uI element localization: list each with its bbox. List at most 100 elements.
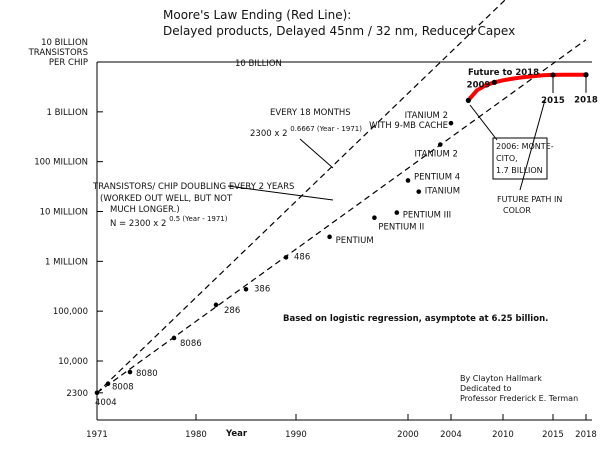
red-curve-label-2018: 2018 [574,96,598,106]
point-label-386: 386 [254,284,270,294]
x-tick-label-2010: 2010 [492,430,514,440]
credit-line-3: Professor Frederick E. Terman [460,394,578,403]
future-path-leader [519,99,546,191]
logistic-note: Based on logistic regression, asymptote … [283,314,548,324]
credit-line-2: Dedicated to [460,384,512,393]
y-tick-label-10000000000: 10 BILLION TRANSISTORS PER CHIP [28,38,88,68]
x-axis-title: Year [225,429,248,439]
y-tick-label-100000000: 100 MILLION [34,158,88,168]
doubling-label-line-2: (WORKED OUT WELL, BUT NOT [100,194,233,204]
point-label-286: 286 [224,306,240,316]
red-curve-marker-2006 [465,97,471,103]
point-label-pentium-4: PENTIUM 4 [414,172,460,182]
point-label-pentium-iii: PENTIUM III [403,211,451,221]
point-pentium-4 [405,178,411,183]
point-label-itanium-2-with-9-mb-cache: ITANIUM 2 WITH 9-MB CACHE [369,111,448,131]
red-curve-marker-2009 [491,79,497,85]
point-label-itanium: ITANIUM [425,187,460,197]
y-tick-label-line-100000-0: 100,000 [53,307,88,317]
point-pentium [327,234,332,240]
point-8086 [171,335,177,341]
x-tick-label-2000: 2000 [397,430,419,440]
every-18-months-leader [299,138,334,169]
point-386 [243,286,249,292]
x-tick-label-2015: 2015 [542,430,564,440]
point-label-line-itanium-0: ITANIUM [425,187,460,197]
y-tick-label-line-10000000000-0: 10 BILLION [41,38,88,48]
y-tick-label-line-1000000000-0: 1 BILLION [47,108,88,118]
y-tick-label-line-10000000000-2: PER CHIP [49,58,88,68]
y-tick-label-line-2300-0: 2300 [66,389,88,399]
point-label-itanium-2: ITANIUM 2 [415,150,458,160]
point-label-line-pentium-iii-0: PENTIUM III [403,211,451,221]
point-label-8086: 8086 [180,339,202,349]
y-tick-label-line-1000000-0: 1 MILLION [45,257,88,267]
chart-title-line-1: Moore's Law Ending (Red Line): [163,8,351,22]
formula-18-months-exponent: 0.6667 (Year - 1971) [290,125,362,133]
y-tick-label-1000000000: 1 BILLION [47,108,88,118]
point-itanium-2 [437,142,443,147]
credit-line-1: By Clayton Hallmark [460,374,542,383]
point-label-8008: 8008 [112,383,134,393]
red-curve-label-2009: 2009 [467,80,491,90]
point-486 [283,255,289,260]
trend-lines [96,0,587,394]
doubling-leader [227,185,334,201]
y-tick-label-line-10000000-0: 10 MILLION [40,208,88,218]
point-286 [213,302,219,308]
montecito-line-3: 1.7 BILLION [496,166,543,175]
point-label-line-486-0: 486 [294,252,310,262]
y-tick-label-1000000: 1 MILLION [45,257,88,267]
point-8008 [105,381,111,387]
x-tick-label-1980: 1980 [185,430,207,440]
trend-line-2-years [96,39,587,394]
point-label-line-itanium-2-with-9-mb-cache-0: ITANIUM 2 [405,111,448,121]
y-tick-label-10000000: 10 MILLION [40,208,88,218]
point-label-8080: 8080 [136,369,158,379]
point-pentium-ii [372,215,377,221]
y-tick-label-line-10000000000-1: TRANSISTORS [28,48,88,58]
formula-18-months-base: 2300 x 2 [250,129,287,139]
red-future-curve: 2009 2015 2018 [465,72,598,106]
point-label-line-itanium-2-with-9-mb-cache-1: WITH 9-MB CACHE [369,121,448,131]
point-label-line-pentium-4-0: PENTIUM 4 [414,172,460,182]
point-label-line-386-0: 386 [254,284,270,294]
montecito-callout-box [492,137,548,180]
y-tick-label-line-10000-0: 10,000 [58,357,88,367]
point-label-pentium: PENTIUM [336,236,374,246]
x-tick-label-1990: 1990 [285,430,307,440]
point-label-line-pentium-ii-0: PENTIUM II [378,223,424,233]
future-path-line-2: COLOR [503,206,531,215]
doubling-label-line-1: TRANSISTORS/ CHIP DOUBLING EVERY 2 YEARS [92,182,294,192]
formula-2-years-base: N = 2300 x 2 [110,219,166,229]
every-18-months-label: EVERY 18 MONTHS [270,108,351,118]
y-tick-label-2300: 2300 [66,389,88,399]
chart-title-line-2: Delayed products, Delayed 45nm / 32 nm, … [163,24,515,38]
point-pentium-iii [394,210,400,215]
ten-billion-reference-label: 10 BILLION [235,59,282,69]
x-tick-label-1971: 1971 [86,430,108,440]
formula-2-years: N = 2300 x 2 0.5 (Year - 1971) [110,215,228,229]
formula-2-years-exponent: 0.5 (Year - 1971) [169,215,228,223]
y-tick-label-100000: 100,000 [53,307,88,317]
x-tick-label-2004: 2004 [440,430,462,440]
point-label-line-8086-0: 8086 [180,339,202,349]
trend-line-18-months [96,0,506,394]
point-itanium [416,189,422,194]
montecito-line-1: 2006: MONTE- [496,142,554,151]
point-label-line-pentium-0: PENTIUM [336,236,374,246]
y-tick-label-line-100000000-0: 100 MILLION [34,158,88,168]
x-axis-ticks: 1971 1980 1990 2000 2004 2010 2015 2018 [86,414,597,440]
point-4004 [94,390,100,396]
red-curve-path [466,72,588,103]
future-path-line-1: FUTURE PATH IN [497,195,562,204]
y-tick-label-10000: 10,000 [58,357,88,367]
point-label-line-4004-0: 4004 [95,398,117,408]
point-label-line-itanium-2-0: ITANIUM 2 [415,150,458,160]
point-8080 [127,369,133,375]
point-label-line-8080-0: 8080 [136,369,158,379]
montecito-line-2: CITO, [496,154,518,163]
formula-18-months: 2300 x 2 0.6667 (Year - 1971) [250,125,362,139]
